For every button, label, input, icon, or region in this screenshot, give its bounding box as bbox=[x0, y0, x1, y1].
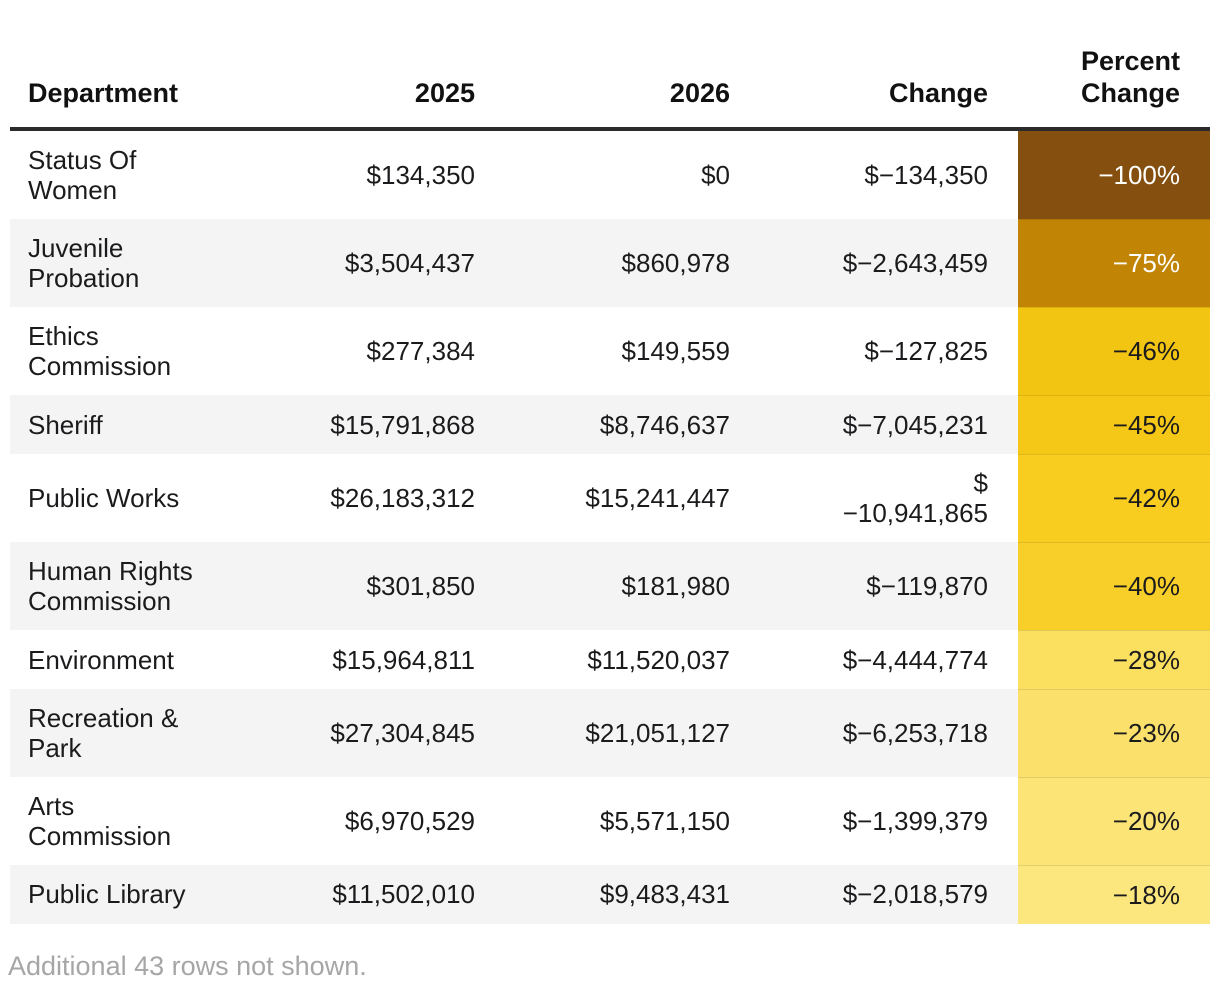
cell-y2025: $15,964,811 bbox=[332, 644, 475, 675]
table-row: Sheriff $15,791,868 $8,746,637 $−7,045,231−… bbox=[10, 394, 1210, 454]
cell-department: Public Library bbox=[10, 865, 210, 924]
cell-percent: −75% bbox=[1018, 218, 1210, 307]
cell-percent: −40% bbox=[1018, 541, 1210, 630]
cell-change: $−1,399,379 bbox=[842, 806, 988, 836]
cell-percent: −46% bbox=[1018, 306, 1210, 395]
cell-department: Recreation & Park bbox=[10, 689, 210, 777]
cell-department: Juvenile Probation bbox=[10, 219, 210, 307]
cell-change: $−2,643,459 bbox=[760, 219, 1018, 307]
cell-department: Human Rights Commission bbox=[10, 542, 210, 630]
cell-change: $ −10,941,865 bbox=[842, 468, 988, 528]
cell-y2026: $15,241,447 bbox=[585, 483, 730, 513]
cell-y2026: $11,520,037 bbox=[587, 644, 730, 675]
cell-y2026: $21,051,127 bbox=[505, 689, 760, 777]
cell-y2026: $5,571,150 bbox=[599, 806, 730, 836]
cell-y2026: $181,980 bbox=[505, 542, 760, 630]
table-row: Juvenile Probation $3,504,437 $860,978 $−2,… bbox=[10, 218, 1210, 307]
rows-not-shown-note: Additional 43 rows not shown. bbox=[8, 950, 367, 981]
cell-change: $−127,825 bbox=[864, 336, 988, 366]
cell-y2025: $277,384 bbox=[366, 336, 475, 366]
cell-y2025: $3,504,437 bbox=[210, 219, 505, 307]
cell-y2025: $26,183,312 bbox=[330, 483, 475, 513]
header-row: Department 2025 2026 Change Percent Chan… bbox=[10, 0, 1210, 131]
column-header-department: Department bbox=[10, 0, 210, 131]
cell-y2025: $11,502,010 bbox=[210, 865, 505, 924]
cell-y2026: $9,483,431 bbox=[505, 865, 760, 924]
cell-y2025: $27,304,845 bbox=[210, 689, 505, 777]
cell-percent: −45% bbox=[1018, 394, 1210, 454]
cell-department: Ethics Commission bbox=[28, 321, 172, 381]
cell-y2025: $6,970,529 bbox=[344, 806, 475, 836]
cell-change: $−6,253,718 bbox=[760, 689, 1018, 777]
cell-change: $−7,045,231 bbox=[760, 395, 1018, 454]
table-row: Status Of Women $134,350 $0 $−134,350 −100% bbox=[10, 129, 1210, 219]
cell-department: Arts Commission bbox=[28, 791, 172, 851]
cell-department: Sheriff bbox=[10, 395, 210, 454]
cell-percent: −20% bbox=[1018, 776, 1210, 865]
cell-change: $−119,870 bbox=[760, 542, 1018, 630]
cell-y2026: $8,746,637 bbox=[505, 395, 760, 454]
table-row: Environment $15,964,811 $11,520,037 $−4,444… bbox=[10, 629, 1210, 689]
table-row: Recreation & Park $27,304,845 $21,051,127 $… bbox=[10, 688, 1210, 777]
cell-change: $−2,018,579 bbox=[760, 865, 1018, 924]
cell-percent: −42% bbox=[1018, 453, 1210, 542]
cell-y2025: $301,850 bbox=[210, 542, 505, 630]
cell-percent: −18% bbox=[1018, 864, 1210, 924]
column-header-2026: 2026 bbox=[505, 0, 760, 131]
cell-department: Public Works bbox=[28, 483, 180, 513]
table-row: Public Library $11,502,010 $9,483,431 $−2,0… bbox=[10, 864, 1210, 924]
cell-percent: −23% bbox=[1018, 688, 1210, 777]
table-row: Public Works $26,183,312 $15,241,447 $ −10,… bbox=[10, 453, 1210, 542]
cell-department: Status Of Women bbox=[28, 145, 137, 205]
cell-department: Environment bbox=[28, 644, 174, 675]
budget-table: Department 2025 2026 Change Percent Chan… bbox=[10, 0, 1210, 924]
column-header-change: Change bbox=[760, 0, 1018, 131]
cell-change: $−134,350 bbox=[864, 160, 988, 190]
table-row: Human Rights Commission $301,850 $181,980 $… bbox=[10, 541, 1210, 630]
cell-y2026: $860,978 bbox=[505, 219, 760, 307]
cell-y2026: $0 bbox=[701, 160, 730, 190]
table-header: Department 2025 2026 Change Percent Chan… bbox=[10, 0, 1210, 131]
cell-y2025: $134,350 bbox=[366, 160, 475, 190]
column-header-2025: 2025 bbox=[210, 0, 505, 131]
cell-percent: −100% bbox=[1018, 129, 1210, 219]
cell-y2025: $15,791,868 bbox=[210, 395, 505, 454]
cell-y2026: $149,559 bbox=[621, 336, 730, 366]
column-header-percent-change: Percent Change bbox=[1018, 0, 1210, 131]
table-row: Arts Commission $6,970,529 $5,571,150 $−1,3… bbox=[10, 776, 1210, 865]
table-row: Ethics Commission $277,384 $149,559 $−127,8… bbox=[10, 306, 1210, 395]
cell-percent: −28% bbox=[1018, 629, 1210, 689]
table-body: Status Of Women $134,350 $0 $−134,350 −100% J… bbox=[10, 129, 1210, 924]
cell-change: $−4,444,774 bbox=[842, 644, 988, 675]
